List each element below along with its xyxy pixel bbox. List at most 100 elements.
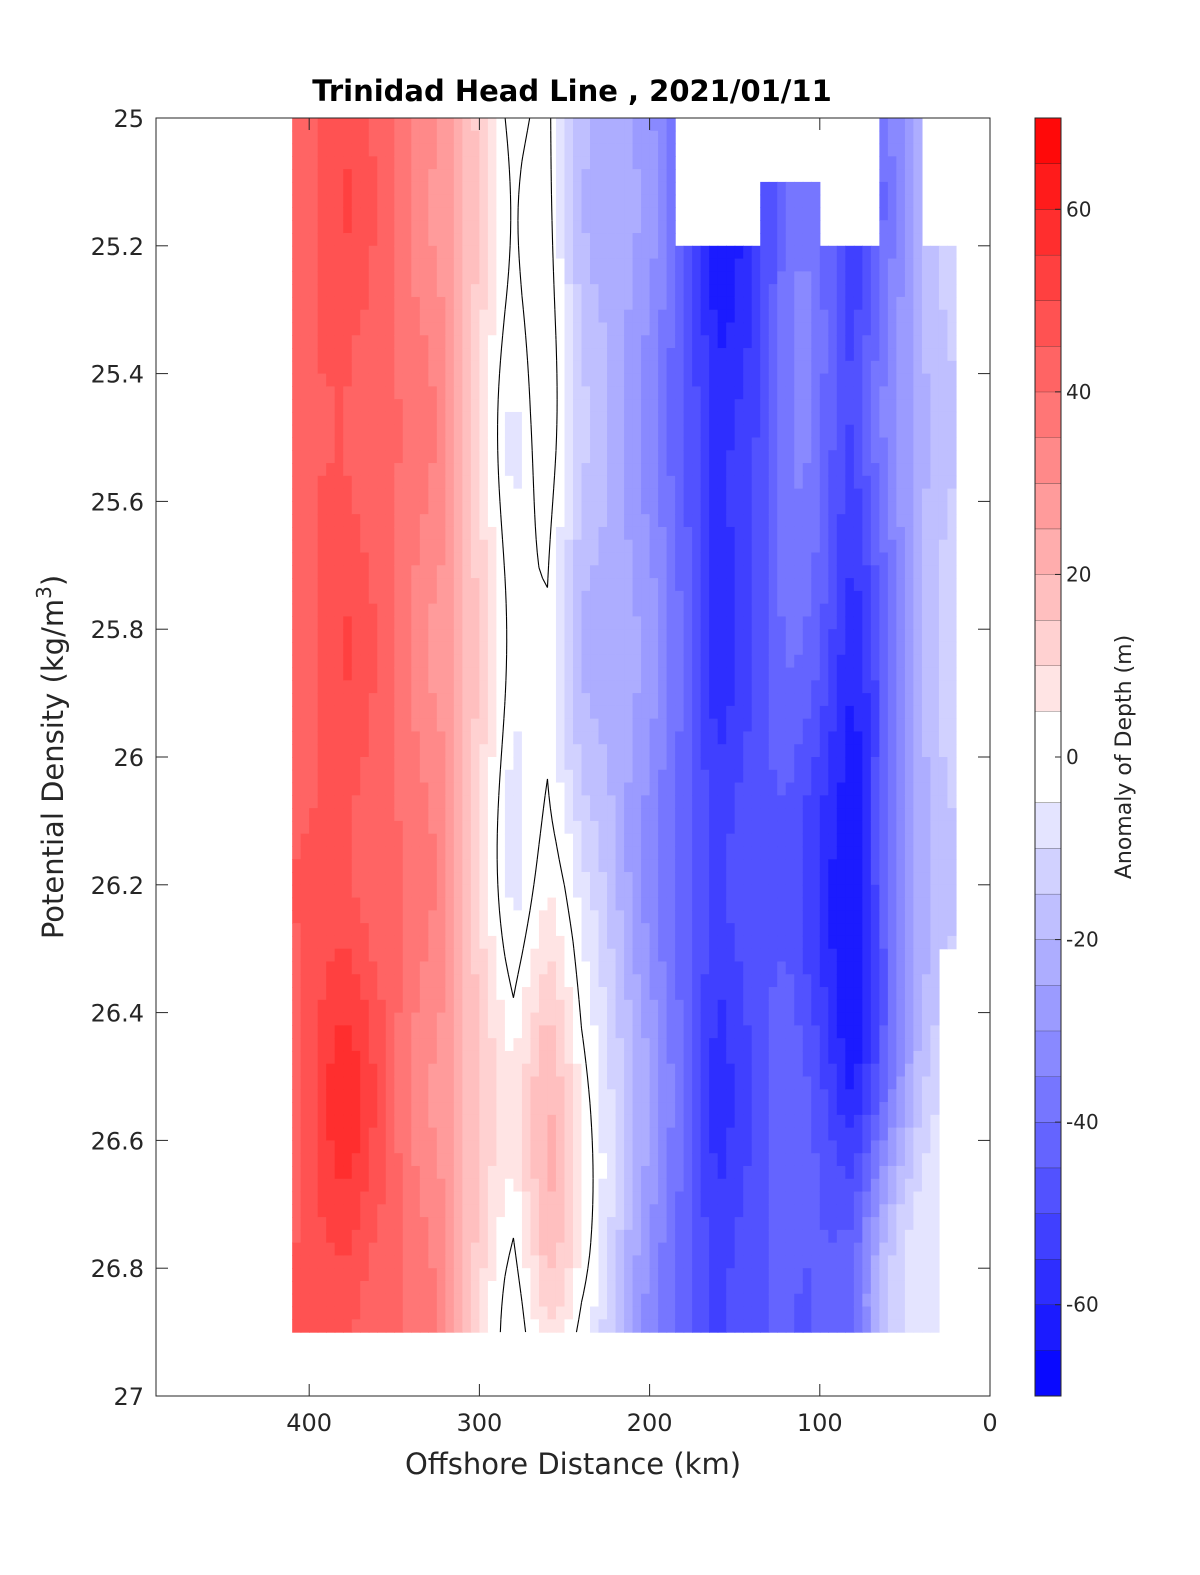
contour-cell — [709, 1280, 719, 1295]
contour-cell — [377, 782, 387, 796]
contour-cell — [462, 296, 472, 311]
contour-cell — [564, 961, 574, 975]
contour-cell — [666, 181, 676, 196]
contour-cell — [351, 437, 361, 451]
contour-cell — [658, 1191, 668, 1205]
contour-cell — [292, 859, 302, 873]
contour-cell — [513, 718, 523, 733]
contour-cell — [445, 245, 455, 260]
contour-cell — [326, 1217, 336, 1231]
contour-cell — [521, 271, 532, 285]
contour-cell — [479, 1025, 489, 1039]
contour-cell — [470, 411, 480, 426]
contour-cell — [377, 143, 387, 157]
contour-cell — [351, 667, 361, 681]
contour-cell — [666, 488, 676, 502]
contour-cell — [402, 974, 412, 988]
contour-cell — [300, 923, 310, 937]
contour-cell — [632, 1102, 642, 1116]
contour-cell — [504, 1242, 515, 1257]
contour-cell — [692, 309, 702, 324]
contour-cell — [402, 437, 412, 451]
contour-cell — [428, 539, 438, 554]
contour-cell — [709, 1140, 719, 1154]
contour-cell — [487, 1204, 498, 1218]
contour-cell — [368, 1306, 378, 1320]
contour-cell — [658, 705, 668, 720]
contour-cell — [453, 1153, 463, 1167]
contour-cell — [658, 987, 668, 1001]
contour-cell — [300, 1025, 310, 1039]
contour-cell — [368, 565, 378, 579]
contour-cell — [683, 693, 693, 707]
contour-cell — [564, 514, 574, 528]
contour-cell — [419, 897, 429, 911]
contour-cell — [675, 1102, 685, 1116]
contour-cell — [590, 399, 600, 413]
contour-cell — [402, 999, 412, 1014]
contour-cell — [436, 616, 446, 630]
contour-cell — [436, 846, 446, 860]
contour-cell — [436, 526, 446, 541]
contour-cell — [334, 590, 344, 605]
contour-cell — [666, 1191, 676, 1205]
contour-cell — [360, 501, 370, 515]
contour-cell — [436, 603, 446, 618]
contour-cell — [351, 386, 361, 400]
contour-cell — [300, 207, 310, 221]
contour-cell — [419, 322, 429, 336]
contour-cell — [573, 220, 583, 234]
contour-cell — [436, 1114, 446, 1129]
contour-cell — [641, 923, 651, 937]
contour-cell — [462, 757, 472, 771]
contour-cell — [615, 463, 625, 477]
contour-cell — [513, 463, 523, 477]
contour-cell — [555, 399, 566, 413]
contour-cell — [411, 616, 421, 630]
contour-cell — [317, 999, 327, 1014]
contour-cell — [700, 1191, 710, 1205]
contour-cell — [709, 1165, 719, 1180]
contour-cell — [453, 1191, 463, 1205]
contour-cell — [292, 987, 302, 1001]
contour-cell — [402, 552, 412, 566]
contour-cell — [513, 935, 523, 950]
contour-cell — [496, 1242, 506, 1257]
contour-cell — [402, 616, 412, 630]
contour-cell — [377, 1114, 387, 1129]
contour-cell — [692, 1012, 702, 1026]
contour-cell — [496, 808, 506, 822]
contour-cell — [479, 1204, 489, 1218]
contour-cell — [666, 245, 676, 260]
contour-cell — [351, 296, 361, 311]
contour-cell — [368, 360, 378, 375]
contour-cell — [530, 181, 540, 196]
contour-cell — [624, 1089, 634, 1103]
contour-cell — [530, 1012, 540, 1026]
contour-cell — [351, 424, 361, 439]
contour-cell — [547, 769, 557, 784]
contour-cell — [402, 629, 412, 643]
contour-cell — [513, 130, 523, 145]
contour-cell — [504, 1076, 515, 1090]
contour-cell — [402, 923, 412, 937]
contour-cell — [624, 1076, 634, 1090]
contour-cell — [462, 1178, 472, 1193]
contour-cell — [445, 693, 455, 707]
contour-cell — [734, 795, 744, 809]
contour-cell — [487, 1217, 498, 1231]
contour-cell — [496, 1255, 506, 1269]
contour-cell — [590, 118, 600, 132]
contour-cell — [470, 1306, 480, 1320]
contour-cell — [411, 169, 421, 183]
contour-cell — [436, 1268, 446, 1282]
contour-cell — [411, 565, 421, 579]
contour-cell — [436, 1127, 446, 1141]
contour-cell — [692, 1280, 702, 1295]
contour-cell — [538, 999, 549, 1014]
contour-cell — [343, 1293, 353, 1308]
contour-cell — [683, 757, 693, 771]
contour-cell — [666, 539, 676, 554]
contour-cell — [360, 718, 370, 733]
contour-cell — [624, 424, 634, 439]
